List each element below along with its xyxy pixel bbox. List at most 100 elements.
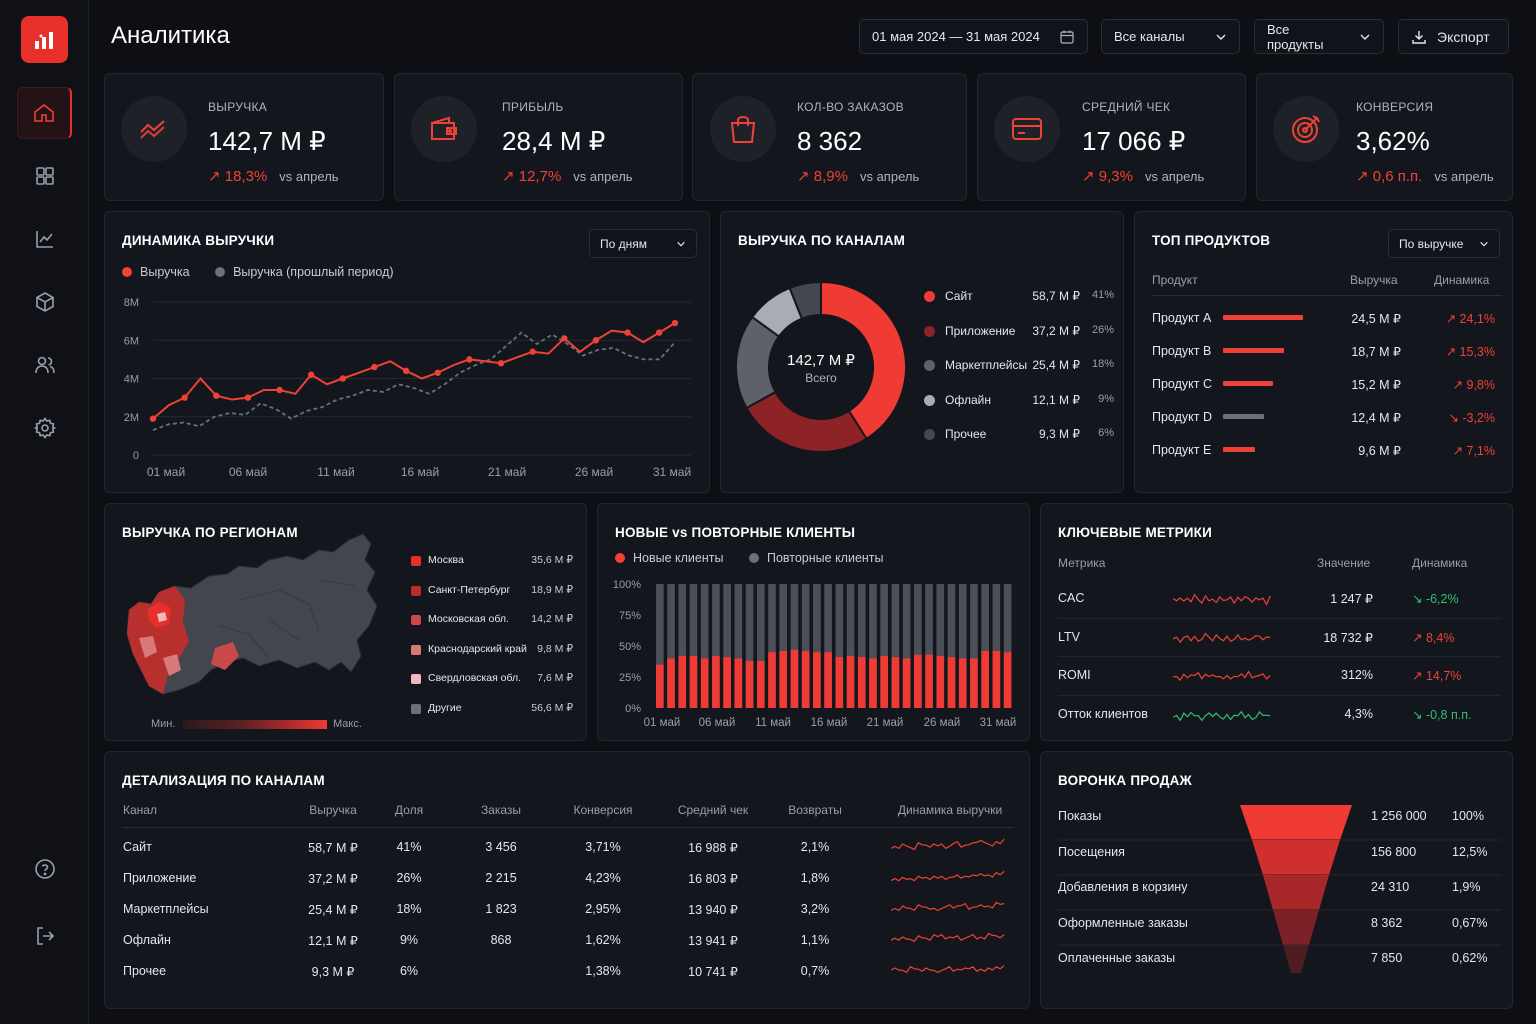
data-point[interactable] bbox=[592, 337, 600, 344]
sidebar-item-logout[interactable] bbox=[17, 910, 72, 962]
bar-returning[interactable] bbox=[958, 584, 967, 708]
sidebar-item-users[interactable] bbox=[17, 339, 72, 391]
bar-returning[interactable] bbox=[712, 584, 720, 708]
donut-slice[interactable] bbox=[788, 280, 822, 320]
bar-new[interactable] bbox=[891, 657, 900, 708]
funnel-stage[interactable] bbox=[1283, 945, 1309, 973]
bar-returning[interactable] bbox=[678, 584, 687, 708]
logo-icon[interactable] bbox=[21, 16, 68, 63]
bar-returning[interactable] bbox=[779, 584, 788, 708]
bar-returning[interactable] bbox=[857, 584, 866, 708]
bar-new[interactable] bbox=[914, 654, 922, 708]
funnel-stage[interactable] bbox=[1240, 805, 1352, 840]
bar-returning[interactable] bbox=[667, 584, 675, 708]
bar-returning[interactable] bbox=[723, 584, 731, 708]
bar-returning[interactable] bbox=[970, 584, 978, 708]
period-select[interactable]: По дням bbox=[589, 229, 697, 258]
bar-returning[interactable] bbox=[768, 584, 776, 708]
bar-returning[interactable] bbox=[947, 584, 956, 708]
data-point[interactable] bbox=[276, 386, 283, 394]
sidebar-item-home[interactable] bbox=[17, 87, 72, 139]
sidebar-item-settings[interactable] bbox=[17, 402, 72, 454]
bar-returning[interactable] bbox=[689, 584, 698, 708]
bar-new[interactable] bbox=[902, 658, 911, 708]
bar-new[interactable] bbox=[1003, 652, 1012, 708]
bar-new[interactable] bbox=[734, 658, 743, 708]
bar-new[interactable] bbox=[880, 655, 889, 708]
bar-returning[interactable] bbox=[813, 584, 821, 708]
date-range-picker[interactable]: 01 мая 2024 — 31 мая 2024 bbox=[859, 19, 1088, 54]
data-point[interactable] bbox=[561, 335, 568, 342]
bar-new[interactable] bbox=[745, 660, 754, 708]
bar-new[interactable] bbox=[824, 652, 832, 708]
sidebar-item-products[interactable] bbox=[17, 276, 72, 328]
bar-returning[interactable] bbox=[981, 584, 989, 708]
bar-new[interactable] bbox=[756, 660, 765, 708]
data-point[interactable] bbox=[149, 415, 157, 422]
funnel-stage[interactable] bbox=[1273, 910, 1319, 945]
data-point[interactable] bbox=[529, 348, 536, 355]
bar-new[interactable] bbox=[790, 649, 799, 708]
bar-returning[interactable] bbox=[902, 584, 911, 708]
bar-new[interactable] bbox=[779, 650, 788, 708]
bar-new[interactable] bbox=[835, 657, 844, 708]
channel-filter-select[interactable]: Все каналы bbox=[1101, 19, 1240, 54]
bar-returning[interactable] bbox=[992, 584, 1001, 708]
data-point[interactable] bbox=[434, 369, 441, 376]
sidebar-item-help[interactable] bbox=[17, 843, 72, 895]
data-point[interactable] bbox=[466, 356, 473, 363]
bar-new[interactable] bbox=[801, 650, 810, 708]
bar-new[interactable] bbox=[700, 658, 709, 708]
bar-new[interactable] bbox=[857, 657, 866, 708]
bar-returning[interactable] bbox=[824, 584, 832, 708]
bar-new[interactable] bbox=[689, 655, 698, 708]
bar-new[interactable] bbox=[992, 650, 1001, 708]
data-point[interactable] bbox=[181, 394, 188, 401]
data-point[interactable] bbox=[655, 329, 663, 336]
data-point[interactable] bbox=[307, 371, 315, 378]
bar-returning[interactable] bbox=[835, 584, 844, 708]
bar-new[interactable] bbox=[958, 658, 967, 708]
bar-returning[interactable] bbox=[1003, 584, 1012, 708]
bar-new[interactable] bbox=[667, 658, 675, 708]
data-point[interactable] bbox=[371, 363, 378, 371]
bar-new[interactable] bbox=[656, 664, 664, 708]
bar-new[interactable] bbox=[869, 658, 877, 708]
bar-new[interactable] bbox=[846, 655, 855, 708]
bar-returning[interactable] bbox=[846, 584, 855, 708]
bar-returning[interactable] bbox=[656, 584, 664, 708]
bar-new[interactable] bbox=[970, 658, 978, 708]
donut-slice[interactable] bbox=[745, 390, 868, 453]
sort-select[interactable]: По выручке bbox=[1388, 229, 1500, 258]
sidebar-item-dashboards[interactable] bbox=[17, 150, 72, 202]
bar-returning[interactable] bbox=[756, 584, 765, 708]
data-point[interactable] bbox=[244, 394, 252, 401]
data-point[interactable] bbox=[402, 367, 410, 375]
bar-returning[interactable] bbox=[869, 584, 877, 708]
sidebar-item-reports[interactable] bbox=[17, 213, 72, 265]
data-point[interactable] bbox=[624, 329, 631, 336]
data-point[interactable] bbox=[213, 392, 220, 399]
bar-new[interactable] bbox=[678, 655, 687, 708]
bar-new[interactable] bbox=[981, 650, 989, 708]
bar-returning[interactable] bbox=[790, 584, 799, 708]
bar-new[interactable] bbox=[768, 652, 776, 708]
data-point[interactable] bbox=[497, 360, 505, 367]
donut-slice[interactable] bbox=[820, 280, 907, 441]
bar-returning[interactable] bbox=[914, 584, 922, 708]
bar-returning[interactable] bbox=[745, 584, 754, 708]
bar-new[interactable] bbox=[925, 654, 933, 708]
bar-returning[interactable] bbox=[880, 584, 889, 708]
bar-returning[interactable] bbox=[925, 584, 933, 708]
bar-new[interactable] bbox=[712, 655, 720, 708]
bar-returning[interactable] bbox=[936, 584, 945, 708]
data-point[interactable] bbox=[339, 375, 347, 382]
bar-new[interactable] bbox=[723, 657, 731, 708]
bar-new[interactable] bbox=[813, 652, 821, 708]
bar-new[interactable] bbox=[936, 655, 945, 708]
bar-new[interactable] bbox=[947, 657, 956, 708]
funnel-stage[interactable] bbox=[1263, 875, 1329, 910]
export-button[interactable]: Экспорт bbox=[1398, 19, 1509, 54]
bar-returning[interactable] bbox=[734, 584, 743, 708]
funnel-stage[interactable] bbox=[1252, 840, 1340, 875]
